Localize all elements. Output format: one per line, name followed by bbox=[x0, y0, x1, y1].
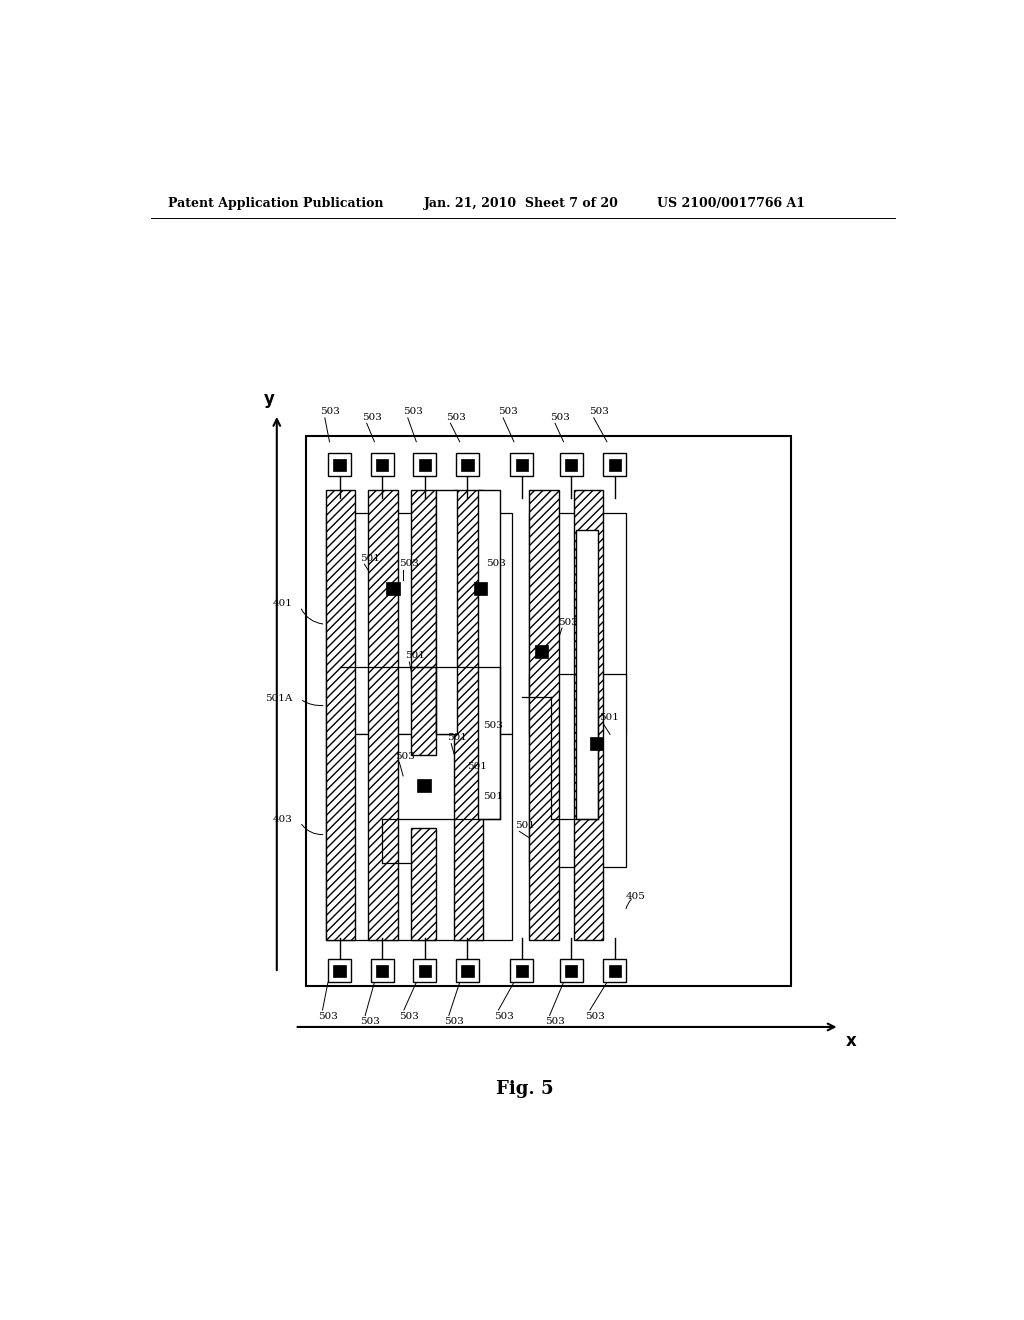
Bar bbox=[326, 512, 512, 734]
Bar bbox=[461, 965, 474, 977]
Text: 501: 501 bbox=[599, 713, 620, 722]
Bar bbox=[510, 453, 534, 477]
Bar bbox=[328, 453, 351, 477]
Bar bbox=[529, 675, 626, 867]
Bar bbox=[411, 829, 435, 940]
Text: 503: 503 bbox=[321, 408, 340, 416]
Bar bbox=[560, 453, 583, 477]
Text: 503: 503 bbox=[395, 751, 416, 760]
Bar bbox=[306, 436, 791, 986]
Text: x: x bbox=[846, 1032, 856, 1051]
Bar bbox=[376, 459, 388, 471]
Bar bbox=[515, 459, 528, 471]
Bar bbox=[376, 965, 388, 977]
Text: y: y bbox=[263, 389, 274, 408]
Text: 405: 405 bbox=[626, 891, 645, 900]
Bar bbox=[608, 459, 621, 471]
Text: 503: 503 bbox=[399, 560, 419, 568]
Bar bbox=[371, 960, 394, 982]
Bar bbox=[456, 453, 479, 477]
Text: 503: 503 bbox=[558, 618, 578, 627]
Bar bbox=[565, 459, 578, 471]
Bar bbox=[326, 734, 512, 940]
Bar bbox=[478, 490, 500, 818]
Bar bbox=[414, 960, 436, 982]
Bar bbox=[328, 960, 351, 982]
Text: 503: 503 bbox=[483, 721, 503, 730]
Bar bbox=[560, 960, 583, 982]
Bar bbox=[418, 779, 431, 792]
Text: 501A: 501A bbox=[265, 694, 292, 704]
Bar bbox=[414, 453, 436, 477]
Bar bbox=[515, 965, 528, 977]
Text: 503: 503 bbox=[545, 1016, 565, 1026]
Text: 503: 503 bbox=[550, 413, 570, 422]
Text: 503: 503 bbox=[499, 408, 518, 416]
Bar bbox=[386, 582, 399, 594]
Bar bbox=[456, 960, 479, 982]
Bar bbox=[536, 644, 549, 657]
Text: 503: 503 bbox=[494, 1011, 514, 1020]
Text: 503: 503 bbox=[360, 1016, 380, 1026]
Text: 501: 501 bbox=[447, 733, 467, 742]
Text: 503: 503 bbox=[444, 1016, 464, 1026]
Bar bbox=[565, 965, 578, 977]
Bar bbox=[590, 737, 603, 750]
Text: 501: 501 bbox=[406, 652, 425, 660]
Bar bbox=[334, 459, 346, 471]
Bar bbox=[474, 582, 487, 594]
Text: 503: 503 bbox=[589, 408, 609, 416]
Text: 503: 503 bbox=[317, 1011, 338, 1020]
Bar bbox=[573, 490, 603, 940]
Text: 503: 503 bbox=[445, 413, 466, 422]
Text: 503: 503 bbox=[486, 560, 506, 568]
Text: 501: 501 bbox=[483, 792, 503, 801]
Bar bbox=[529, 490, 559, 940]
Text: Fig. 5: Fig. 5 bbox=[496, 1080, 554, 1097]
Bar bbox=[461, 459, 474, 471]
Bar bbox=[411, 490, 435, 755]
Bar bbox=[603, 453, 627, 477]
Text: 501: 501 bbox=[467, 762, 487, 771]
Bar bbox=[603, 960, 627, 982]
Bar bbox=[334, 965, 346, 977]
Text: 503: 503 bbox=[403, 408, 423, 416]
Text: 503: 503 bbox=[586, 1011, 605, 1020]
Bar bbox=[419, 459, 431, 471]
Text: US 2100/0017766 A1: US 2100/0017766 A1 bbox=[656, 197, 805, 210]
Bar bbox=[419, 965, 431, 977]
Text: 501: 501 bbox=[360, 553, 380, 562]
Bar bbox=[529, 512, 626, 734]
Bar bbox=[371, 453, 394, 477]
Text: Jan. 21, 2010  Sheet 7 of 20: Jan. 21, 2010 Sheet 7 of 20 bbox=[424, 197, 618, 210]
Bar bbox=[575, 531, 598, 818]
Text: 503: 503 bbox=[362, 413, 382, 422]
Bar bbox=[608, 965, 621, 977]
Text: Patent Application Publication: Patent Application Publication bbox=[168, 197, 384, 210]
Bar bbox=[510, 960, 534, 982]
Bar bbox=[435, 490, 458, 734]
Bar bbox=[369, 490, 397, 940]
Bar bbox=[326, 490, 355, 940]
Text: 503: 503 bbox=[399, 1011, 419, 1020]
Text: 401: 401 bbox=[272, 599, 292, 609]
Text: 501: 501 bbox=[515, 821, 536, 830]
Bar bbox=[454, 490, 483, 940]
Text: 403: 403 bbox=[272, 814, 292, 824]
